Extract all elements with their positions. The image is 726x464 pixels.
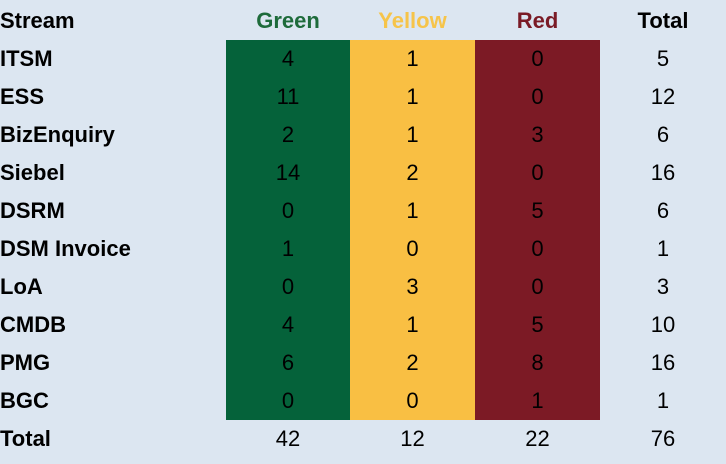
cell-stream: DSM Invoice <box>0 236 131 261</box>
header-yellow: Yellow <box>378 8 447 33</box>
cell-red: 1 <box>475 382 600 420</box>
cell-red: 5 <box>475 192 600 230</box>
table-row: DSM Invoice 1 0 0 1 <box>0 230 726 268</box>
cell-green: 0 <box>226 382 350 420</box>
cell-green: 1 <box>226 230 350 268</box>
table-row: DSRM 0 1 5 6 <box>0 192 726 230</box>
cell-yellow: 2 <box>350 154 475 192</box>
cell-yellow: 1 <box>350 78 475 116</box>
header-total: Total <box>637 8 689 33</box>
table-row: ITSM 4 1 0 5 <box>0 40 726 78</box>
cell-total: 16 <box>650 160 676 185</box>
totals-yellow: 12 <box>400 426 425 451</box>
cell-green: 14 <box>226 154 350 192</box>
cell-stream: CMDB <box>0 312 66 337</box>
cell-yellow: 3 <box>350 268 475 306</box>
cell-stream: DSRM <box>0 198 65 223</box>
cell-total: 3 <box>656 274 670 299</box>
cell-total: 1 <box>656 388 670 413</box>
table-row: PMG 6 2 8 16 <box>0 344 726 382</box>
cell-stream: BGC <box>0 388 49 413</box>
cell-total: 1 <box>656 236 670 261</box>
cell-green: 0 <box>226 268 350 306</box>
cell-green: 6 <box>226 344 350 382</box>
cell-green: 4 <box>226 40 350 78</box>
cell-stream: LoA <box>0 274 43 299</box>
cell-yellow: 1 <box>350 40 475 78</box>
cell-red: 0 <box>475 40 600 78</box>
totals-total: 76 <box>650 426 676 451</box>
table-row: LoA 0 3 0 3 <box>0 268 726 306</box>
cell-total: 6 <box>656 122 670 147</box>
cell-total: 12 <box>650 84 676 109</box>
cell-green: 4 <box>226 306 350 344</box>
cell-yellow: 2 <box>350 344 475 382</box>
header-stream: Stream <box>0 8 75 33</box>
header-row: Stream Green Yellow Red Total <box>0 2 726 40</box>
cell-red: 0 <box>475 154 600 192</box>
cell-yellow: 1 <box>350 192 475 230</box>
cell-red: 5 <box>475 306 600 344</box>
header-green: Green <box>256 8 320 33</box>
cell-yellow: 0 <box>350 230 475 268</box>
table-body: ITSM 4 1 0 5 ESS 11 1 0 12 BizEnquiry 2 1 3 6 Siebel 14 2… <box>0 40 726 420</box>
cell-stream: ITSM <box>0 46 53 71</box>
table-row: BizEnquiry 2 1 3 6 <box>0 116 726 154</box>
cell-red: 3 <box>475 116 600 154</box>
cell-red: 0 <box>475 230 600 268</box>
totals-row: Total 42 12 22 76 <box>0 420 726 458</box>
table-row: BGC 0 0 1 1 <box>0 382 726 420</box>
cell-red: 0 <box>475 78 600 116</box>
totals-green: 42 <box>275 426 301 451</box>
cell-total: 5 <box>656 46 670 71</box>
table-row: ESS 11 1 0 12 <box>0 78 726 116</box>
cell-stream: ESS <box>0 84 45 109</box>
cell-green: 2 <box>226 116 350 154</box>
cell-green: 11 <box>226 78 350 116</box>
cell-total: 16 <box>650 350 676 375</box>
totals-label: Total <box>0 426 51 451</box>
cell-stream: PMG <box>0 350 51 375</box>
table-row: Siebel 14 2 0 16 <box>0 154 726 192</box>
cell-red: 8 <box>475 344 600 382</box>
cell-red: 0 <box>475 268 600 306</box>
cell-total: 10 <box>650 312 676 337</box>
cell-stream: BizEnquiry <box>0 122 115 147</box>
cell-yellow: 1 <box>350 116 475 154</box>
totals-red: 22 <box>525 426 550 451</box>
header-red: Red <box>516 8 559 33</box>
cell-stream: Siebel <box>0 160 65 185</box>
cell-yellow: 1 <box>350 306 475 344</box>
cell-total: 6 <box>656 198 670 223</box>
cell-green: 0 <box>226 192 350 230</box>
table-row: CMDB 4 1 5 10 <box>0 306 726 344</box>
cell-yellow: 0 <box>350 382 475 420</box>
